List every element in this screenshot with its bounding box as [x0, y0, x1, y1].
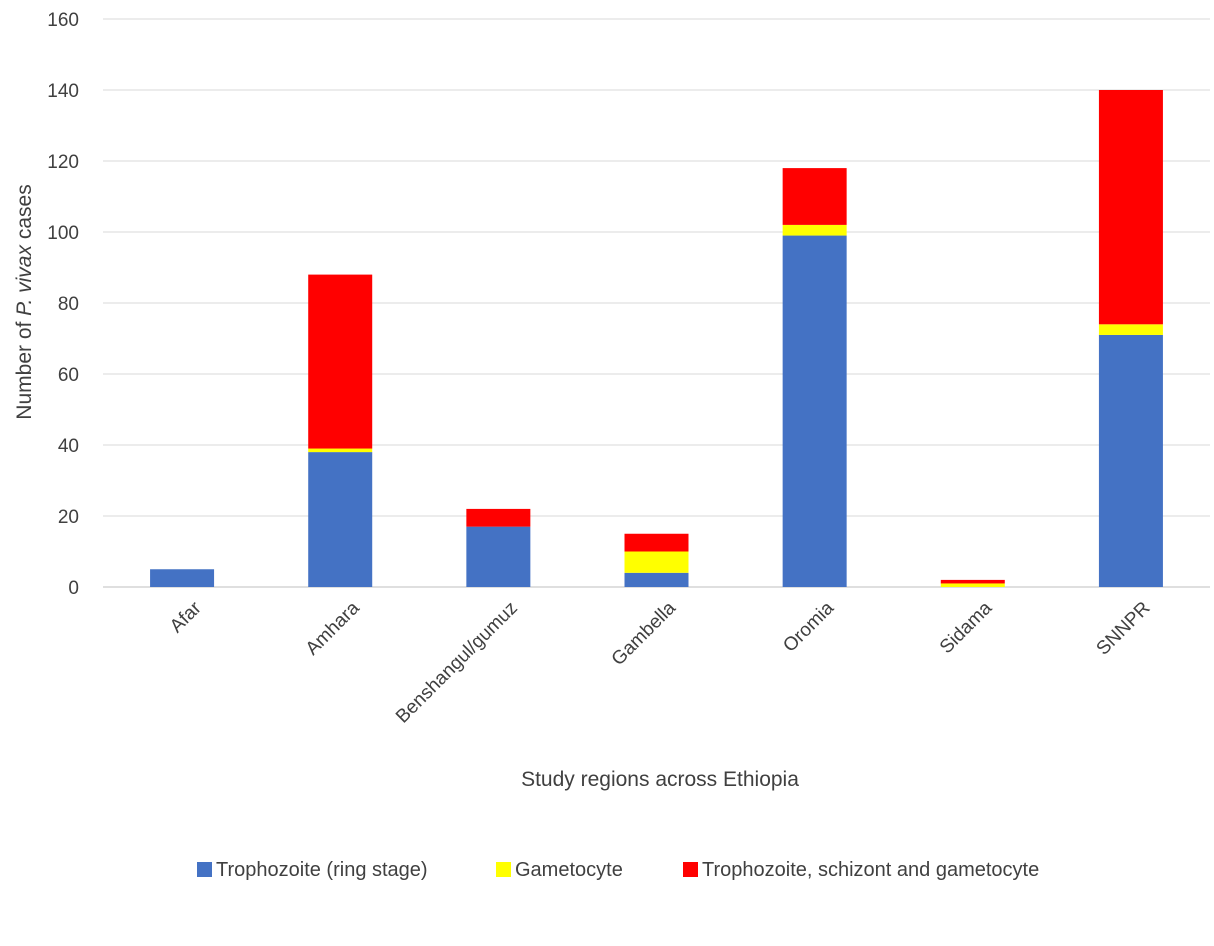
x-tick-label: Oromia — [779, 597, 838, 656]
y-tick-label: 80 — [58, 294, 79, 315]
y-tick-label: 140 — [47, 81, 79, 102]
legend-label: Trophozoite (ring stage) — [216, 859, 428, 881]
bar-segment — [782, 235, 847, 588]
y-tick-label: 60 — [58, 365, 79, 386]
gridlines — [103, 18, 1210, 588]
bar-segment — [1098, 90, 1163, 325]
bar-segment — [150, 569, 215, 587]
x-tick-label: Sidama — [936, 597, 997, 658]
x-axis-title: Study regions across Ethiopia — [521, 768, 799, 791]
y-tick-label: 40 — [58, 436, 79, 457]
x-tick-label: Benshangul/gumuz — [392, 598, 522, 728]
y-tick-label: 100 — [47, 223, 79, 244]
bar-segment — [1098, 334, 1163, 587]
bar-segment — [466, 508, 531, 527]
bar-segment — [624, 551, 689, 573]
x-tick-label: Amhara — [302, 597, 364, 659]
bar-segment — [782, 168, 847, 225]
x-tick-label: Afar — [166, 597, 206, 637]
y-tick-label: 20 — [58, 507, 79, 528]
x-tick-label: SNNPR — [1093, 598, 1155, 660]
bar-segment — [308, 274, 373, 449]
bar-segment — [308, 448, 373, 453]
x-axis-ticks: Afar Amhara Benshangul/gumuz Gambella Oromia… — [166, 597, 1154, 727]
bar-segment — [940, 583, 1005, 587]
bar-segment — [940, 579, 1005, 584]
bar-segment — [308, 452, 373, 587]
bar-segment — [1098, 324, 1163, 335]
legend-swatch — [496, 862, 511, 877]
legend-label: Gametocyte — [515, 859, 623, 881]
legend-swatch — [197, 862, 212, 877]
y-axis-ticks: 0 20 40 60 80 100 120 140 160 — [47, 10, 79, 599]
y-axis-title: Number of P. vivax cases — [13, 184, 36, 419]
y-tick-label: 120 — [47, 152, 79, 173]
legend-swatch — [683, 862, 698, 877]
bar-segment — [466, 526, 531, 587]
y-tick-label: 160 — [47, 10, 79, 31]
legend: Trophozoite (ring stage) Gametocyte Tropho… — [197, 859, 1039, 881]
bar-segment — [624, 572, 689, 587]
bars — [150, 90, 1163, 588]
x-tick-label: Gambella — [608, 597, 681, 670]
bar-segment — [624, 533, 689, 552]
y-tick-label: 0 — [68, 578, 79, 599]
legend-label: Trophozoite, schizont and gametocyte — [702, 859, 1039, 881]
bar-segment — [782, 224, 847, 236]
